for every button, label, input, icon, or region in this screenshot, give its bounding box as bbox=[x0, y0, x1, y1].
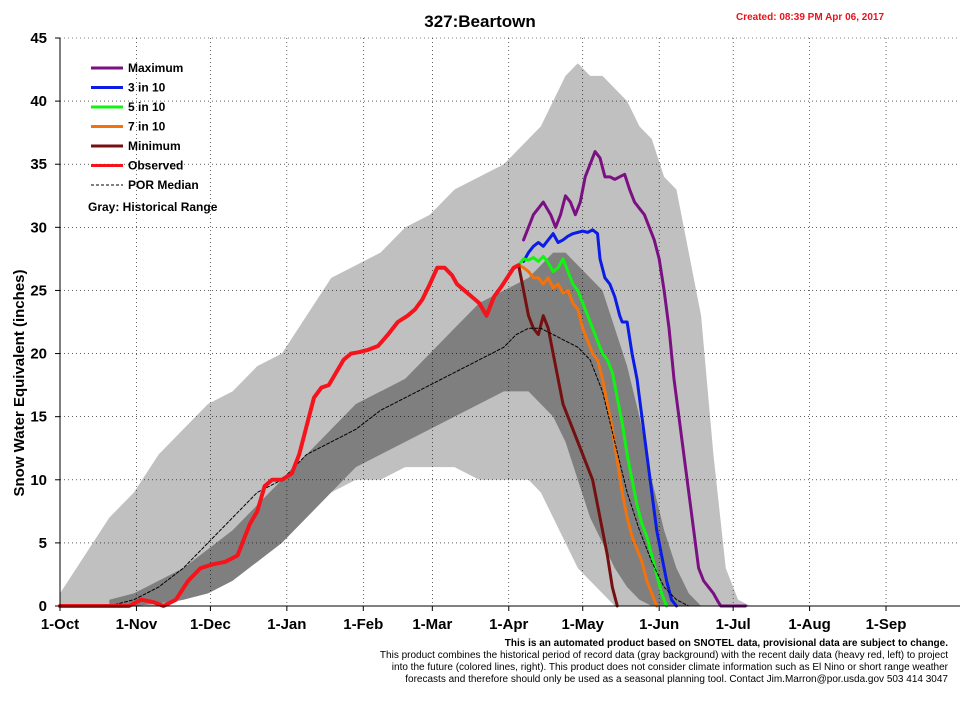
grid-layer bbox=[60, 37, 960, 606]
chart-title: 327:Beartown bbox=[424, 12, 535, 31]
x-tick-label-1-Apr: 1-Apr bbox=[489, 616, 528, 633]
legend-label-5-in-10: 5 in 10 bbox=[128, 100, 166, 114]
legend-label-7-in-10: 7 in 10 bbox=[128, 120, 166, 134]
interquartile-range-band bbox=[109, 252, 702, 607]
series-layer bbox=[58, 150, 747, 608]
y-tick-label-35: 35 bbox=[30, 156, 47, 173]
x-tick-label-1-Nov: 1-Nov bbox=[116, 616, 158, 633]
y-tick-label-5: 5 bbox=[39, 535, 47, 552]
series-line-minimum bbox=[517, 263, 619, 608]
axes-layer: 0 5 10 15 20 25 30 35 40 45 1-Oct 1-Nov 1-Dec 1-Jan 1-… bbox=[30, 30, 960, 633]
y-tick-label-15: 15 bbox=[30, 409, 47, 426]
series-line-por-median bbox=[59, 327, 690, 607]
y-tick-label-40: 40 bbox=[30, 93, 47, 110]
legend-label-maximum: Maximum bbox=[128, 61, 183, 75]
y-tick-label-30: 30 bbox=[30, 219, 47, 236]
y-tick-label-10: 10 bbox=[30, 472, 47, 489]
note-line-2: This product combines the historical per… bbox=[380, 650, 948, 661]
note-line-4: forecasts and therefore should only be u… bbox=[405, 674, 948, 685]
x-tick-label-1-Aug: 1-Aug bbox=[788, 616, 831, 633]
legend: Maximum 3 in 10 5 in 10 7 in 10 Minimum Obser… bbox=[88, 61, 218, 214]
x-tick-label-1-Oct: 1-Oct bbox=[41, 616, 79, 633]
x-tick-label-1-Dec: 1-Dec bbox=[190, 616, 231, 633]
y-axis-label: Snow Water Equivalent (inches) bbox=[11, 270, 28, 497]
note-line-1: This is an automated product based on SN… bbox=[505, 638, 948, 649]
x-tick-label-1-Jan: 1-Jan bbox=[267, 616, 306, 633]
y-tick-label-45: 45 bbox=[30, 30, 47, 47]
series-line-7-in-10 bbox=[517, 263, 659, 608]
x-tick-label-1-Sep: 1-Sep bbox=[866, 616, 907, 633]
series-line-maximum bbox=[522, 150, 747, 608]
disclaimer-notes: This is an automated product based on SN… bbox=[380, 638, 949, 685]
series-line-5-in-10 bbox=[517, 254, 669, 608]
legend-label-minimum: Minimum bbox=[128, 139, 181, 153]
x-tick-label-1-Jul: 1-Jul bbox=[716, 616, 751, 633]
series-line-observed bbox=[58, 263, 521, 608]
x-tick-label-1-Feb: 1-Feb bbox=[343, 616, 383, 633]
historical-range-layer bbox=[60, 63, 751, 607]
note-line-3: into the future (colored lines, right). … bbox=[392, 662, 949, 673]
x-tick-label-1-May: 1-May bbox=[561, 616, 604, 633]
created-timestamp: Created: 08:39 PM Apr 06, 2017 bbox=[736, 12, 884, 23]
legend-label-3-in-10: 3 in 10 bbox=[128, 81, 166, 95]
legend-historical-range: Gray: Historical Range bbox=[88, 200, 218, 214]
series-line-3-in-10 bbox=[522, 228, 678, 608]
y-tick-label-25: 25 bbox=[30, 282, 47, 299]
x-tick-label-1-Mar: 1-Mar bbox=[412, 616, 452, 633]
legend-label-por-median: POR Median bbox=[128, 178, 199, 192]
x-tick-label-1-Jun: 1-Jun bbox=[639, 616, 679, 633]
y-tick-label-0: 0 bbox=[39, 598, 47, 615]
legend-label-observed: Observed bbox=[128, 159, 183, 173]
y-tick-label-20: 20 bbox=[30, 346, 47, 363]
